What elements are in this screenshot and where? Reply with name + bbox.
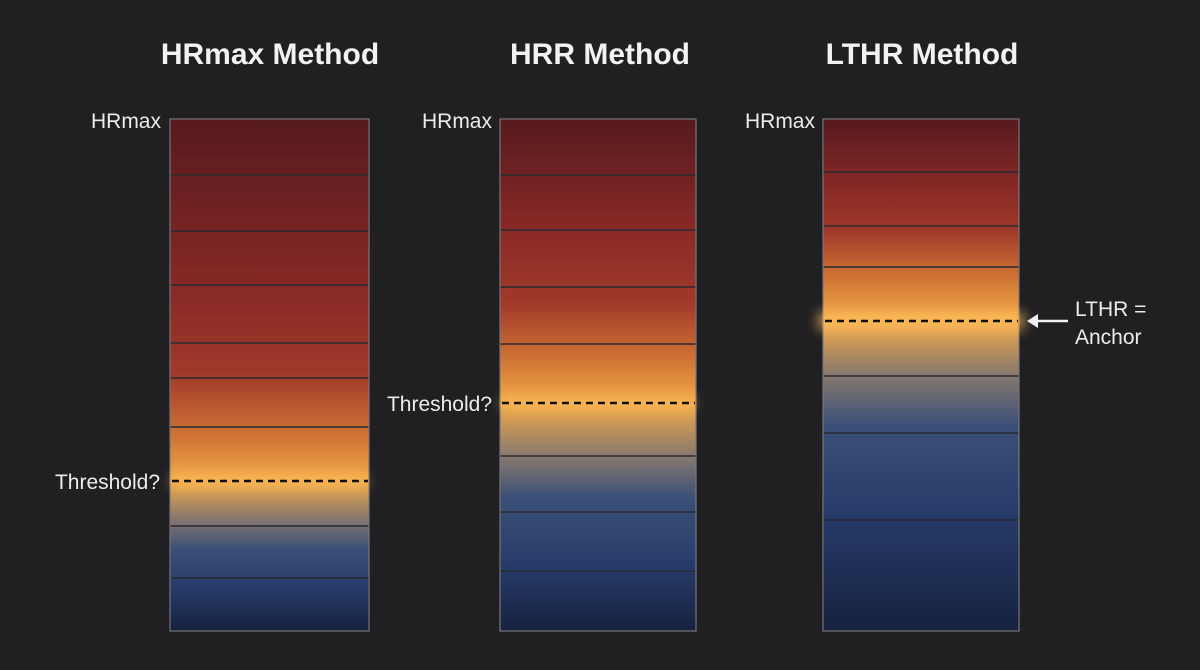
zone-dividers — [500, 174, 696, 572]
zone-dividers — [170, 174, 369, 579]
panel-title: HRmax Method — [161, 38, 379, 71]
marker-label: Threshold? — [55, 471, 160, 494]
top-label: HRmax — [745, 110, 816, 133]
zone-column — [500, 119, 696, 631]
anchor-arrow — [1027, 314, 1068, 328]
panel-title: LTHR Method — [826, 38, 1019, 71]
marker-label: LTHR = — [1075, 298, 1146, 321]
panel-title: HRR Method — [510, 38, 690, 71]
column-frame — [499, 118, 697, 632]
zone-column — [823, 119, 1019, 631]
top-label: HRmax — [91, 110, 162, 133]
column-frame — [822, 118, 1020, 632]
top-label: HRmax — [422, 110, 493, 133]
zone-dividers — [823, 171, 1019, 521]
column-frame — [169, 118, 370, 632]
marker-label: Anchor — [1075, 326, 1142, 349]
zone-column — [170, 119, 369, 631]
marker-label: Threshold? — [387, 393, 492, 416]
